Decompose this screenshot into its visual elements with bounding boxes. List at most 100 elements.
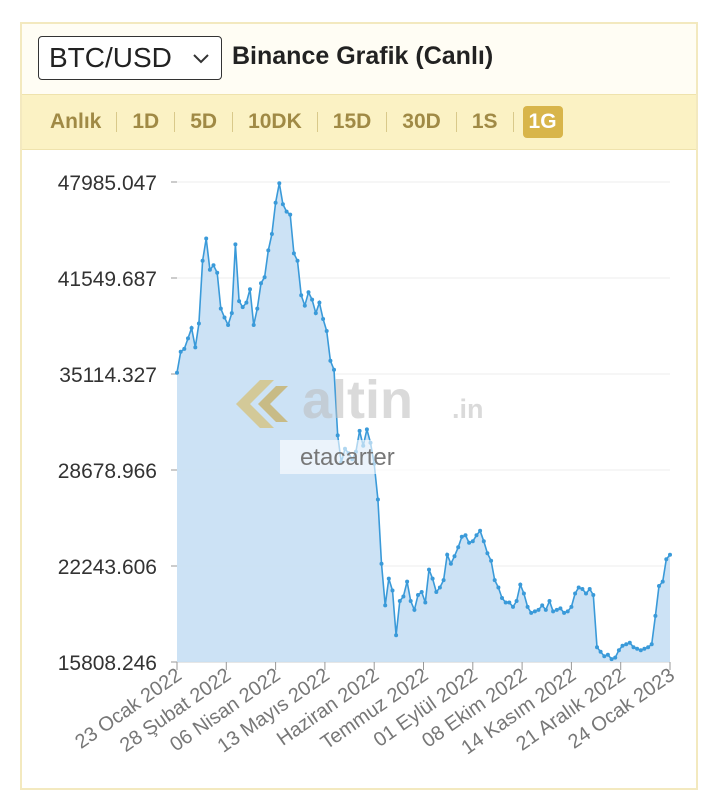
data-point [660, 579, 665, 584]
data-point [405, 579, 410, 584]
data-point [448, 561, 453, 566]
data-point [204, 236, 209, 241]
data-point [394, 633, 399, 638]
data-point [193, 345, 198, 350]
data-point [295, 258, 300, 263]
data-point [437, 585, 442, 590]
data-point [616, 648, 621, 653]
data-point [631, 645, 636, 650]
data-point [485, 551, 490, 556]
data-point [653, 613, 658, 618]
pair-select[interactable]: BTC/USD [38, 36, 222, 80]
data-point [459, 534, 464, 539]
price-line [176, 183, 671, 661]
data-point [357, 428, 362, 433]
data-point [408, 599, 413, 603]
data-point [178, 349, 183, 354]
tab-30d[interactable]: 30D [402, 110, 441, 133]
data-point [496, 585, 501, 590]
tab-1d[interactable]: 1D [132, 110, 160, 133]
tab-5d[interactable]: 5D [190, 110, 218, 133]
tab-divider [512, 112, 514, 132]
data-point [182, 346, 187, 351]
data-point [251, 323, 256, 327]
data-point [434, 590, 439, 594]
data-point [200, 258, 205, 263]
data-point [657, 584, 661, 588]
data-point [397, 599, 402, 603]
data-point [635, 646, 640, 651]
data-point [602, 654, 607, 659]
data-point [383, 603, 388, 608]
data-point [244, 300, 249, 305]
data-point [441, 578, 446, 583]
data-point [375, 497, 380, 502]
data-point [598, 649, 603, 654]
data-point [269, 232, 274, 236]
y-tick-label: 15808.246 [58, 652, 157, 675]
data-point [580, 587, 585, 591]
data-point [262, 275, 267, 280]
tab-anlik[interactable]: Anlık [50, 110, 102, 133]
data-point [587, 587, 592, 591]
data-point [627, 640, 632, 645]
data-point [507, 600, 512, 605]
data-point [259, 281, 263, 286]
data-point [379, 561, 384, 566]
chart-title: Binance Grafik (Canlı) [232, 42, 494, 70]
data-point [335, 433, 340, 438]
data-point [240, 305, 245, 310]
data-point [514, 599, 519, 603]
data-point [551, 609, 556, 614]
data-point [503, 600, 508, 605]
tab-10dk[interactable]: 10DK [248, 110, 302, 133]
data-point [613, 655, 618, 660]
data-point [609, 657, 614, 662]
watermark-brand: altin [302, 370, 413, 430]
tab-1s[interactable]: 1S [471, 110, 498, 133]
data-point [248, 287, 252, 292]
pair-select-value: BTC/USD [49, 42, 172, 73]
data-point [189, 326, 194, 330]
data-point [186, 336, 190, 341]
data-point [229, 311, 234, 316]
data-point [277, 181, 282, 186]
tab-divider [174, 112, 176, 132]
tab-1g[interactable]: 1G [522, 106, 563, 138]
y-tick-label: 47985.047 [58, 172, 157, 195]
data-point [595, 645, 599, 650]
data-point [518, 582, 523, 587]
data-point [500, 596, 504, 600]
data-point [302, 303, 307, 308]
data-point [313, 311, 318, 316]
data-point [489, 558, 494, 563]
tab-15d[interactable]: 15D [332, 110, 372, 133]
data-point [573, 591, 578, 596]
data-point [467, 540, 472, 545]
brand-logo-icon [236, 380, 288, 428]
data-point [207, 267, 212, 272]
price-chart[interactable]: 47985.047 41549.687 35114.327 28678.966 2224… [22, 150, 696, 790]
data-point [481, 539, 486, 544]
data-point [390, 588, 395, 593]
data-point [591, 593, 596, 597]
data-point [624, 642, 629, 647]
data-point [543, 607, 548, 612]
data-point [565, 609, 570, 614]
data-point [605, 652, 610, 657]
data-point [452, 554, 457, 559]
data-point [218, 306, 223, 311]
data-point [317, 300, 322, 305]
data-point [175, 370, 179, 375]
data-point [419, 590, 424, 594]
data-point [474, 533, 479, 538]
data-point [492, 578, 497, 583]
data-point [196, 321, 201, 326]
data-point [536, 607, 541, 612]
data-point [226, 323, 231, 327]
data-point [423, 600, 428, 605]
tab-divider [116, 112, 118, 132]
data-point [284, 209, 289, 214]
data-point [416, 593, 420, 597]
chart-widget: BTC/USD Binance Grafik (Canlı) Anlık 1D … [20, 22, 698, 790]
